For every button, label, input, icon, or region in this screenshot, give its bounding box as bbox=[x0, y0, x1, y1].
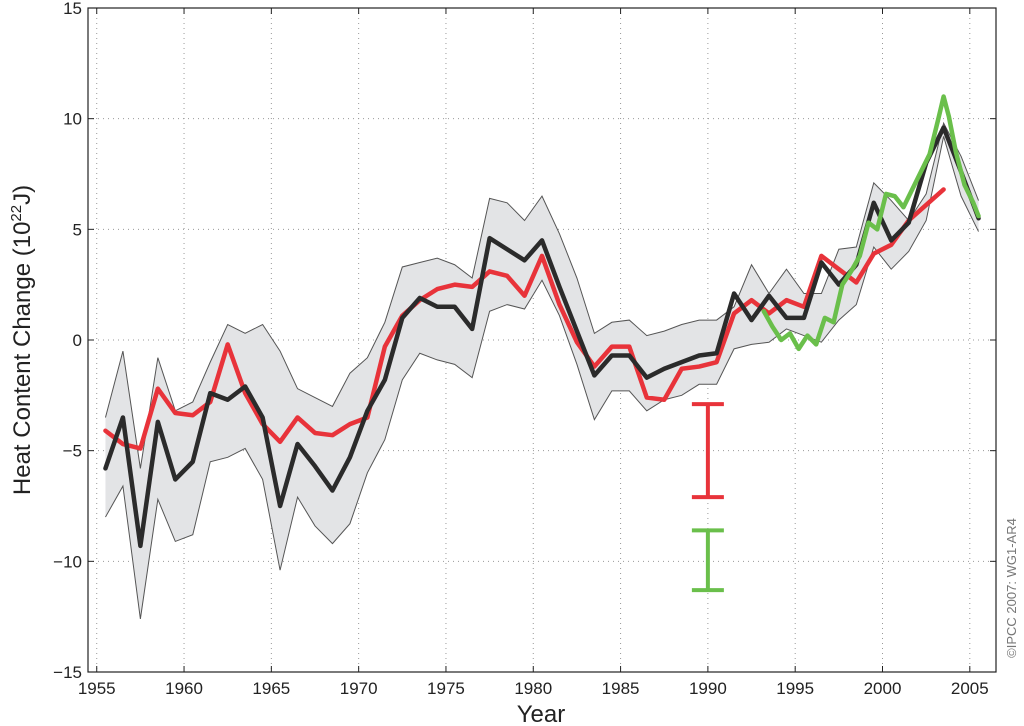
copyright-credit: ©IPCC 2007: WG1-AR4 bbox=[1004, 518, 1019, 658]
series-lines bbox=[103, 94, 981, 549]
y-axis-label-exponent: 22 bbox=[8, 205, 25, 222]
x-tick-label: 1995 bbox=[776, 679, 814, 698]
x-tick-label: 1975 bbox=[427, 679, 465, 698]
x-tick-label: 1985 bbox=[602, 679, 640, 698]
y-axis-label: Heat Content Change (1022J) bbox=[8, 185, 36, 495]
x-tick-label: 1955 bbox=[78, 679, 116, 698]
green-series-line bbox=[761, 94, 981, 352]
x-tick-label: 2000 bbox=[864, 679, 902, 698]
x-tick-label: 1960 bbox=[165, 679, 203, 698]
y-tick-label: 5 bbox=[73, 220, 82, 239]
x-tick-label: 1965 bbox=[252, 679, 290, 698]
y-axis-label-unit: J) bbox=[9, 185, 36, 205]
black-series-line bbox=[103, 125, 981, 549]
red-series-line bbox=[103, 187, 946, 451]
grid-lines bbox=[88, 7, 996, 673]
axis-ticks: 1955 1960 1965 1970 1975 1980 1985 1990 1995 2000… bbox=[53, 0, 996, 698]
band-fill bbox=[105, 123, 979, 619]
y-tick-label: −5 bbox=[63, 442, 82, 461]
y-tick-label: −10 bbox=[53, 552, 82, 571]
band-lower-edge bbox=[105, 136, 979, 619]
y-tick-label: 15 bbox=[63, 0, 82, 18]
y-tick-label: −15 bbox=[53, 663, 82, 682]
x-tick-label: 1980 bbox=[514, 679, 552, 698]
y-tick-label: 0 bbox=[73, 331, 82, 350]
y-tick-label: 10 bbox=[63, 110, 82, 129]
x-tick-label: 1990 bbox=[689, 679, 727, 698]
error-bars bbox=[691, 402, 724, 593]
x-tick-label: 1970 bbox=[340, 679, 378, 698]
y-axis-label-main: Heat Content Change (10 bbox=[9, 222, 36, 496]
x-tick-label: 2005 bbox=[951, 679, 989, 698]
x-axis-label: Year bbox=[517, 701, 566, 726]
